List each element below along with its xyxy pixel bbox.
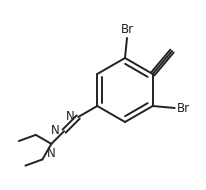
- Text: Br: Br: [177, 101, 190, 115]
- Text: N: N: [51, 124, 60, 137]
- Text: N: N: [66, 109, 74, 123]
- Text: Br: Br: [121, 23, 133, 36]
- Text: N: N: [47, 147, 56, 160]
